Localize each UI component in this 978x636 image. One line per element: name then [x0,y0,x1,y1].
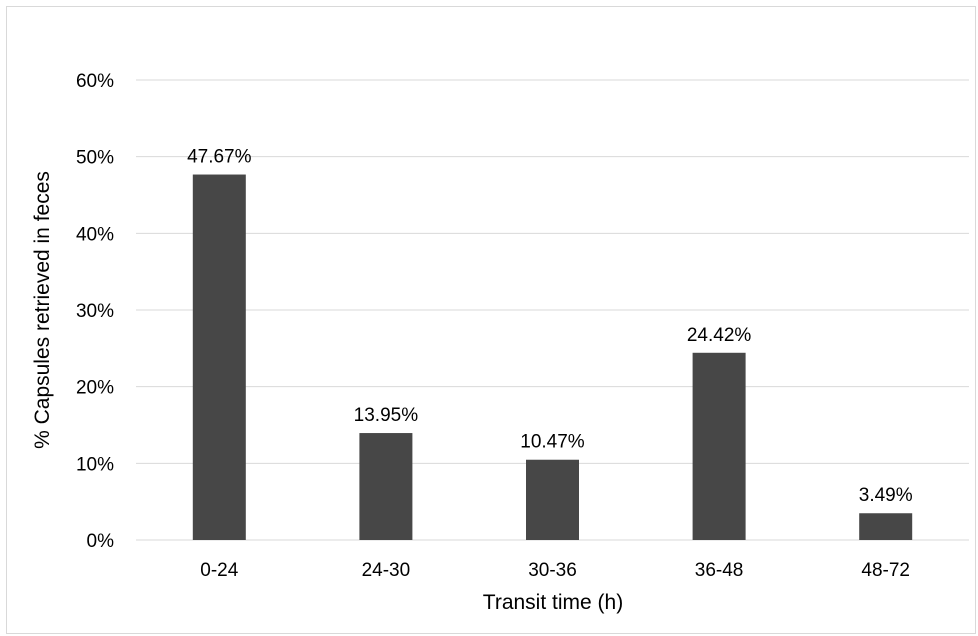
x-tick-label: 36-48 [695,560,744,581]
y-tick-label: 10% [76,454,114,475]
y-axis-ticks: 0% 10% 20% 30% 40% 50% 60% [76,71,114,552]
bar-0-24 [192,174,246,540]
x-tick-label: 30-36 [528,560,577,581]
y-tick-label: 40% [76,224,114,245]
bar-30-36 [526,459,579,540]
x-tick-label: 0-24 [200,560,238,581]
x-tick-label: 24-30 [362,560,411,581]
x-axis-ticks: 0-24 24-30 30-36 36-48 48-72 [200,560,910,581]
y-axis-title: % Capsules retrieved in feces [31,171,54,449]
y-tick-label: 30% [76,301,114,322]
y-tick-label: 50% [76,148,114,169]
y-tick-label: 0% [87,531,115,552]
gridlines [136,79,969,541]
bar-48-72 [859,513,913,540]
bars [192,174,913,540]
data-label: 24.42% [687,325,752,346]
bar-36-48 [692,352,746,540]
x-axis-title: Transit time (h) [483,591,623,614]
data-label: 13.95% [354,405,419,426]
chart-frame [6,6,976,634]
y-tick-label: 20% [76,378,114,399]
data-label: 3.49% [859,485,913,506]
bar-24-30 [359,433,413,540]
data-label: 47.67% [187,147,252,168]
y-tick-label: 60% [76,71,114,92]
x-tick-label: 48-72 [861,560,910,581]
data-labels: 47.67% 13.95% 10.47% 24.42% 3.49% [187,147,913,507]
data-label: 10.47% [520,432,585,453]
